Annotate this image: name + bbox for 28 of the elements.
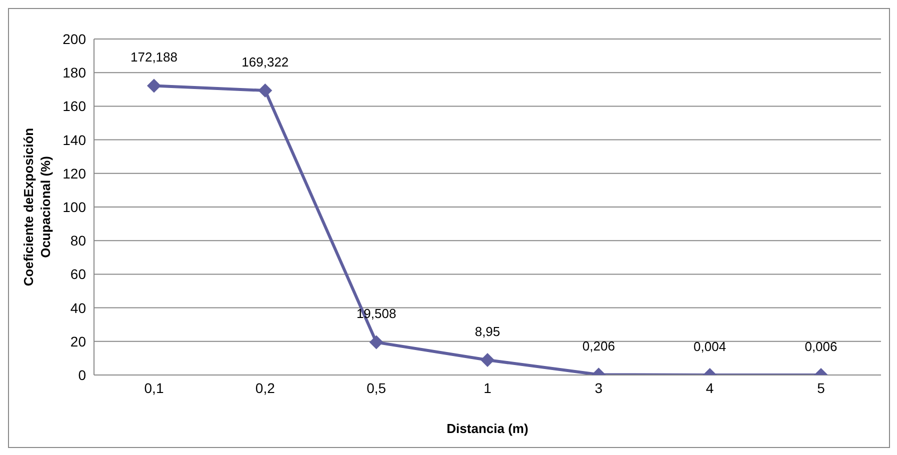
y-tick-label: 60	[70, 266, 86, 282]
y-tick-label: 40	[70, 300, 86, 316]
x-tick-label: 4	[706, 380, 714, 396]
x-tick-label: 1	[484, 380, 492, 396]
point	[258, 84, 272, 98]
y-tick-label: 20	[70, 333, 86, 350]
y-tick-label: 100	[62, 198, 86, 215]
y-tick-label: 160	[62, 98, 86, 114]
y-tick-label: 80	[70, 232, 86, 249]
y-tick-label: 0	[78, 366, 86, 383]
data-label: 169,322	[242, 54, 289, 70]
y-tick-label: 200	[62, 30, 86, 47]
x-tick-label: 5	[817, 380, 826, 396]
x-axis-title: Distancia (m)	[446, 421, 528, 436]
data-label: 8,95	[474, 324, 500, 339]
x-tick-label: 0,1	[144, 380, 164, 396]
point	[147, 78, 161, 93]
y-tick-label: 120	[62, 165, 86, 182]
x-tick-label: 0,2	[255, 380, 276, 396]
x-tick-label: 3	[594, 380, 603, 396]
data-label: 172,188	[130, 50, 178, 65]
x-tick-label: 0,5	[366, 380, 386, 396]
data-label: 0,004	[694, 338, 726, 354]
data-label: 0,206	[582, 338, 615, 354]
y-tick-label: 180	[62, 64, 86, 81]
y-axis-title: Coeficiente deExposición Ocupacional (%)	[21, 128, 53, 286]
data-label: 0,006	[804, 338, 838, 354]
y-tick-label: 140	[62, 132, 86, 148]
